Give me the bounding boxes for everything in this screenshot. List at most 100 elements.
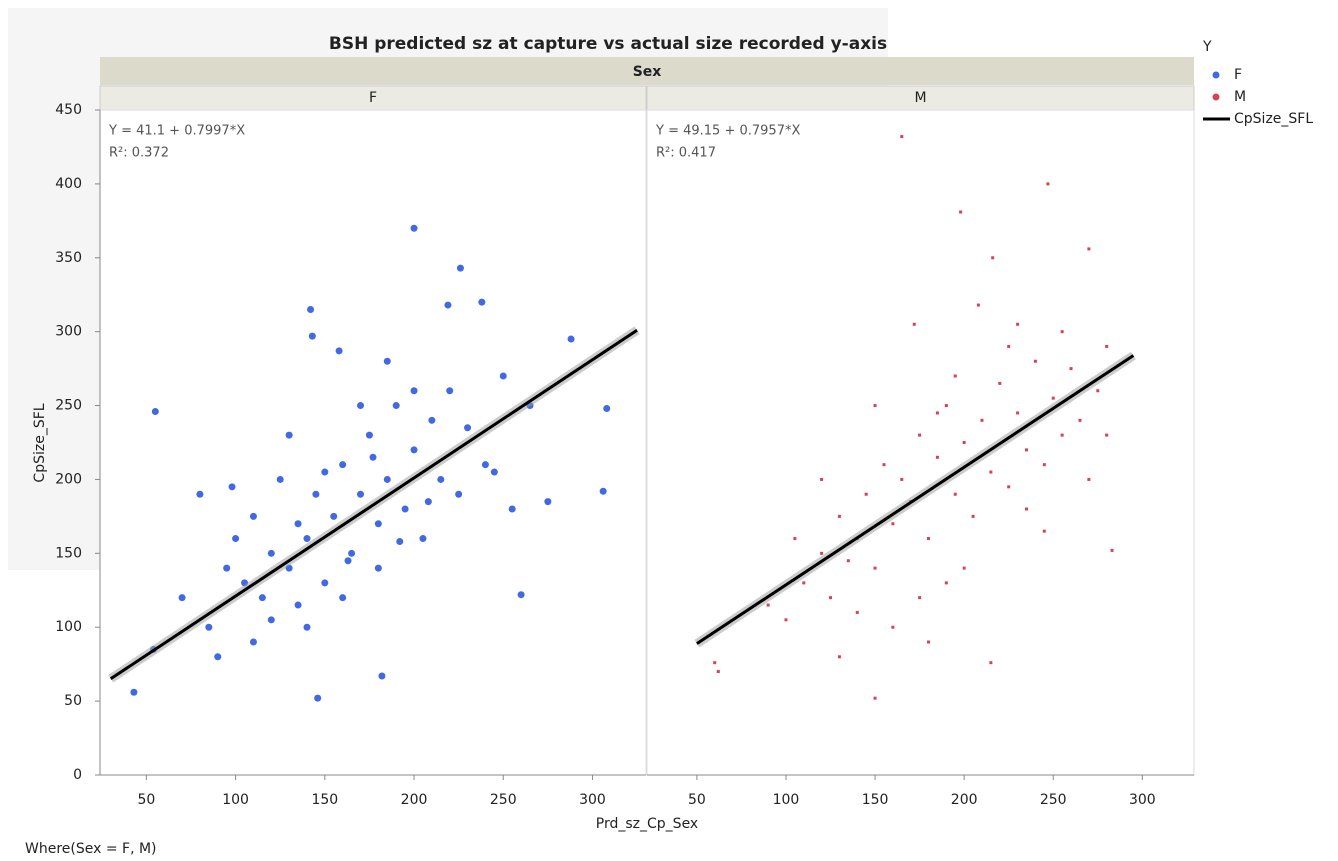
point — [1105, 344, 1109, 348]
point — [455, 490, 463, 498]
point — [357, 490, 365, 498]
point — [927, 537, 931, 541]
plot-frame — [646, 109, 1195, 776]
group-header — [100, 57, 1194, 85]
point — [424, 498, 432, 506]
point — [378, 672, 386, 680]
point — [864, 492, 868, 496]
y-tick-label: 350 — [55, 250, 82, 266]
x-tick-label: 300 — [579, 792, 606, 808]
x-tick-label: 100 — [222, 792, 249, 808]
point — [989, 470, 993, 474]
point — [374, 564, 382, 572]
point — [151, 407, 159, 415]
point — [223, 564, 231, 572]
point — [1016, 411, 1020, 415]
point — [344, 557, 352, 565]
x-tick-label: 200 — [951, 792, 978, 808]
fit-line — [696, 354, 1135, 645]
x-tick-label: 50 — [137, 792, 155, 808]
point — [285, 431, 293, 439]
point — [793, 537, 797, 541]
point — [321, 468, 329, 476]
y-tick-label: 300 — [55, 324, 82, 340]
x-tick-label: 250 — [490, 792, 517, 808]
point — [214, 653, 222, 661]
point — [1025, 507, 1029, 511]
point — [401, 505, 409, 513]
panel-label: M — [914, 90, 926, 106]
point — [991, 256, 995, 260]
point — [446, 387, 454, 395]
y-tick-label: 150 — [55, 545, 82, 561]
chart-title: BSH predicted sz at capture vs actual si… — [329, 34, 887, 54]
x-tick-label: 300 — [1129, 792, 1156, 808]
point — [276, 475, 284, 483]
point — [1007, 344, 1011, 348]
point — [873, 696, 877, 700]
footnote: Where(Sex = F, M) — [25, 841, 157, 857]
point — [829, 596, 833, 600]
point — [499, 372, 507, 380]
point — [1042, 463, 1046, 467]
point — [321, 579, 329, 587]
point — [1016, 322, 1020, 326]
point — [873, 566, 877, 570]
point — [178, 594, 186, 602]
point — [1046, 182, 1050, 186]
fit-annotation: R²: 0.372 — [109, 146, 169, 161]
point — [258, 594, 266, 602]
point — [1069, 367, 1073, 371]
point — [308, 332, 316, 340]
point — [1033, 359, 1037, 363]
panel-header — [646, 85, 1195, 111]
fit-annotation: Y = 49.15 + 0.7957*X — [655, 124, 800, 139]
point — [1096, 389, 1100, 393]
point — [820, 551, 824, 555]
point — [603, 405, 611, 413]
point — [517, 591, 525, 599]
point — [314, 694, 322, 702]
point — [267, 549, 275, 557]
legend-title: Y — [1202, 39, 1212, 55]
y-tick-label: 0 — [73, 767, 82, 783]
point — [837, 655, 841, 659]
point — [419, 535, 427, 543]
point — [935, 411, 939, 415]
point — [1078, 418, 1082, 422]
point — [303, 535, 311, 543]
point — [998, 381, 1002, 385]
point — [944, 404, 948, 408]
point — [918, 433, 922, 437]
point — [410, 446, 418, 454]
point — [1087, 247, 1091, 251]
point — [912, 322, 916, 326]
point — [989, 661, 993, 665]
x-tick-label: 200 — [401, 792, 428, 808]
point — [544, 498, 552, 506]
point — [980, 418, 984, 422]
point — [1105, 433, 1109, 437]
point — [383, 357, 391, 365]
x-tick-label: 50 — [688, 792, 706, 808]
x-tick-label: 250 — [1040, 792, 1067, 808]
point — [383, 475, 391, 483]
x-tick-label: 150 — [862, 792, 889, 808]
point — [953, 492, 957, 496]
point — [456, 264, 464, 272]
y-tick-label: 250 — [55, 398, 82, 414]
point — [882, 463, 886, 467]
point — [953, 374, 957, 378]
point — [935, 455, 939, 459]
legend-label: F — [1234, 67, 1242, 83]
point — [196, 490, 204, 498]
point — [508, 505, 516, 513]
point — [837, 514, 841, 518]
point — [766, 603, 770, 607]
point — [267, 616, 275, 624]
point — [307, 306, 315, 313]
point — [1060, 433, 1064, 437]
point — [228, 483, 236, 491]
